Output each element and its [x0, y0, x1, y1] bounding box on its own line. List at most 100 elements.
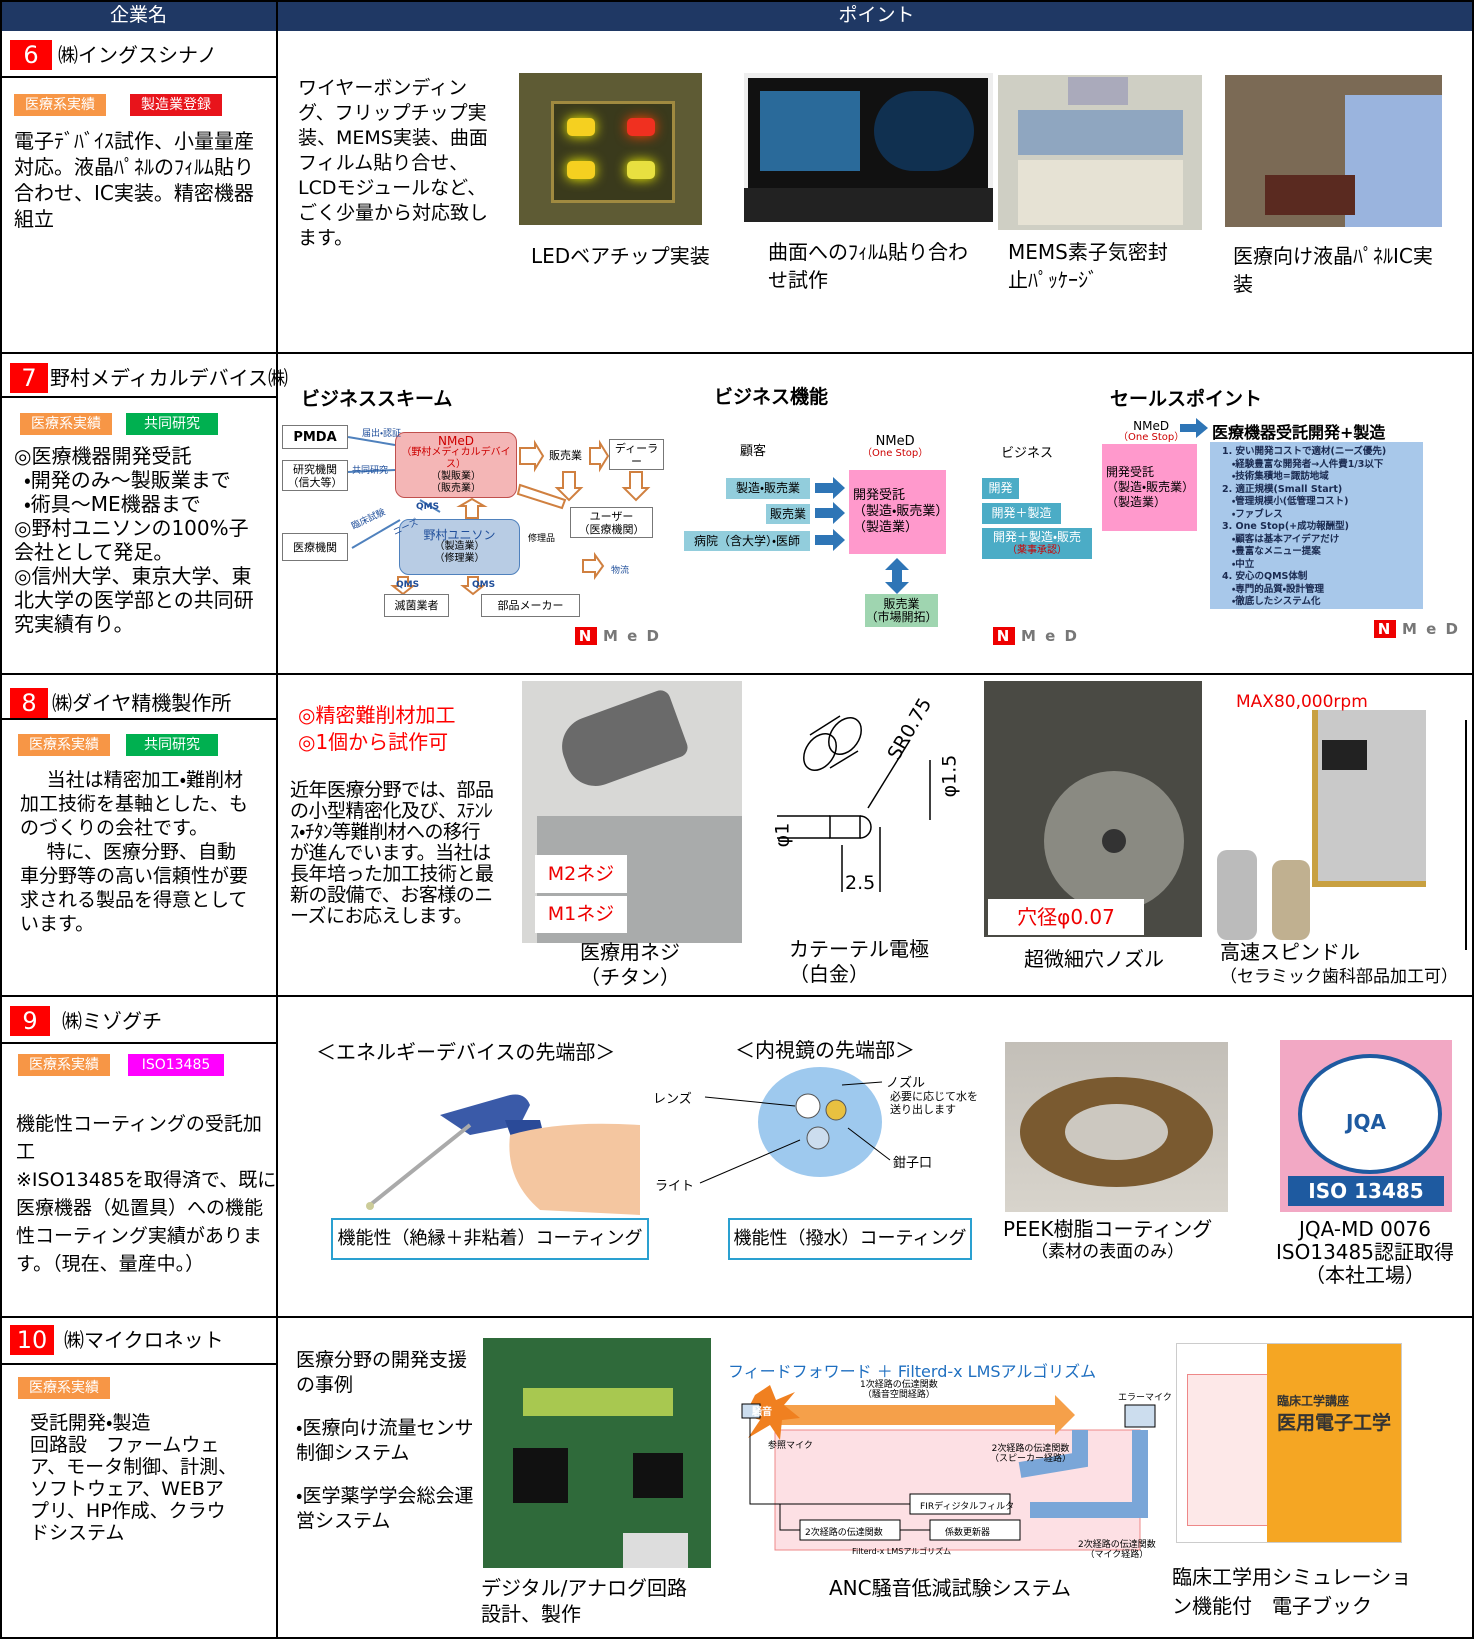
desc-line: 当社は精密加工・難削材加工技術を基軸とした、ものづくりの会社です。 — [20, 769, 249, 839]
customer-box: 製造・販売業 — [726, 478, 810, 499]
caption-line: （白金） — [789, 962, 869, 986]
column-line — [276, 0, 278, 1639]
point-text: ワイヤーボンディング、フリップチップ実装、MEMS実装、曲面フィルム貼り合せ、 … — [298, 77, 489, 249]
customer-box: 販売業 — [766, 504, 810, 524]
sales-label: NMeD （One Stop） — [1118, 420, 1184, 443]
shape — [368, 1123, 472, 1207]
caption-line: 医療用ネジ — [580, 940, 680, 964]
coating-box: 機能性（撥水）コーティング — [728, 1218, 972, 1260]
company-number: 6 — [10, 40, 52, 70]
logo-text: ISO 13485 — [1288, 1176, 1444, 1206]
shape — [1187, 1374, 1269, 1526]
anc-label: 2次経路の伝達関数 — [805, 1528, 883, 1538]
shape — [1345, 95, 1442, 227]
box-line: （薬事承認） — [1007, 544, 1067, 556]
caption: PEEK樹脂コーティング （素材の表面のみ） — [1003, 1218, 1212, 1264]
tag: 医療系実績 — [14, 94, 106, 116]
shape — [859, 815, 872, 839]
photo-machine — [998, 75, 1202, 230]
endoscope-label: ライト — [655, 1179, 695, 1194]
shape — [825, 1099, 847, 1121]
name-line — [0, 396, 277, 398]
header-bar — [0, 0, 1474, 31]
box-line: （製造業） — [1106, 495, 1167, 509]
description: 電子ﾃﾞﾊﾞｲｽ試作、小量量産対応。液晶ﾊﾟﾈﾙのﾌｨﾙﾑ貼り合わせ、IC実装。… — [14, 129, 254, 231]
desc-line: ◎野村ユニソンの100%子会社として発足。 — [14, 516, 249, 564]
caption-line: （チタン） — [580, 965, 680, 989]
caption: JQA-MD 0076 ISO13485認証取得 （本社工場） — [1270, 1218, 1460, 1287]
scheme-label: 修理品 — [528, 534, 556, 544]
scheme-box: 部品メーカー — [481, 594, 580, 617]
shape — [1018, 110, 1183, 155]
shape — [627, 118, 655, 136]
overlay-label: MAX80,000rpm — [1236, 692, 1368, 712]
scheme-label: 届出・認証 — [362, 429, 402, 439]
anc-line: 2次経路の伝達関数 — [991, 1444, 1070, 1454]
photo-led — [519, 73, 702, 225]
company-number: 8 — [10, 688, 48, 718]
scheme-arrows — [347, 436, 651, 596]
customer-box: 病院（含大学）・医師 — [684, 531, 810, 551]
company-number: 7 — [10, 363, 48, 393]
shape — [623, 1533, 688, 1568]
caption-line: 超微細穴ノズル — [1024, 947, 1164, 971]
box-line: （修理業） — [434, 553, 485, 564]
anc-line: 1次経路の伝達関数 — [860, 1380, 938, 1390]
photo-nozzle — [984, 681, 1202, 937]
shape — [815, 477, 845, 499]
shape — [1018, 1430, 1088, 1478]
endoscope-label: 鉗子口 — [893, 1156, 933, 1171]
scheme-box: ユーザー （医療機関） — [570, 507, 653, 538]
scheme-box: 滅菌業者 — [384, 594, 449, 617]
service-box: 開発受託 （製造・販売業） （製造業） — [849, 470, 949, 554]
shape — [815, 477, 909, 594]
shape — [1030, 1430, 1148, 1518]
device-drawings — [366, 1067, 891, 1215]
function-label: ビジネス — [1001, 446, 1054, 461]
shape — [551, 101, 675, 203]
section-heading: ビジネススキーム — [301, 388, 453, 410]
box-line: （製造・販売業） — [1106, 480, 1195, 494]
book-text: 臨床工学講座 — [1277, 1394, 1350, 1408]
anc-label: Filterd-x LMSアルゴリズム — [852, 1547, 952, 1556]
scheme-box: ディーラー — [609, 439, 664, 470]
shape — [1267, 1344, 1401, 1542]
row-line — [0, 352, 1474, 354]
company-name: ㈱イングスシナノ — [58, 43, 217, 67]
photo-spindle — [1212, 710, 1426, 940]
description: ◎医療機器開発受託 ・開発のみ～製販業まで ・術具～ME機器まで ◎野村ユニソン… — [14, 444, 264, 636]
logo-text: JQA — [1346, 1110, 1386, 1134]
shape — [874, 91, 974, 171]
box-line: （市場開拓） — [865, 609, 938, 624]
function-arrows — [815, 477, 909, 594]
caption: 高速スピンドル （セラミック歯科部品加工可） — [1220, 940, 1458, 990]
highlight: ◎精密難削材加工 — [298, 703, 456, 727]
function-label: NMeD （One Stop） — [862, 435, 928, 460]
service-box: 開発受託 （製造・販売業） （製造業） — [1102, 444, 1197, 531]
sales-point: ・徹底したシステム化 — [1232, 596, 1321, 607]
desc-line: 回路設 ファームウェア、モータ制御、計測、ソフトウェア、WEBアプリ、HP作成、… — [30, 1434, 238, 1544]
shape — [513, 1448, 568, 1503]
desc-line: 機能性コーティングの受託加工 — [16, 1113, 262, 1163]
box-line: 販売業 — [883, 596, 920, 611]
shape — [1298, 1054, 1442, 1174]
market-box: 販売業 （市場開拓） — [865, 594, 938, 627]
overlay-label: M1ネジ — [535, 896, 627, 933]
tag: 共同研究 — [126, 413, 218, 435]
tag: 共同研究 — [126, 734, 218, 756]
description: 機能性コーティングの受託加工 ※ISO13485を取得済で、既に医療機器（処置具）… — [16, 1110, 278, 1278]
sales-point: ・豊富なメニュー提案 — [1232, 546, 1321, 557]
box-line: （製造・販売業） — [853, 504, 949, 519]
box-line: （製造業） — [853, 520, 919, 535]
tag: 医療系実績 — [20, 413, 112, 435]
shape — [777, 715, 931, 892]
row-line — [0, 673, 1474, 675]
caption: 臨床工学用シミュレーション機能付 電子ブック — [1172, 1563, 1417, 1621]
company-number: 10 — [10, 1325, 54, 1355]
tag: 医療系実績 — [18, 1054, 110, 1076]
desc-line: ◎信州大学、東京大学、東北大学の医学部との共同研究実績有り。 — [14, 564, 254, 636]
shape — [347, 436, 396, 446]
endoscope-label: レンズ — [653, 1092, 692, 1107]
shape — [351, 519, 401, 549]
sales-point: ・専門的品質・設計管理 — [1232, 583, 1324, 595]
